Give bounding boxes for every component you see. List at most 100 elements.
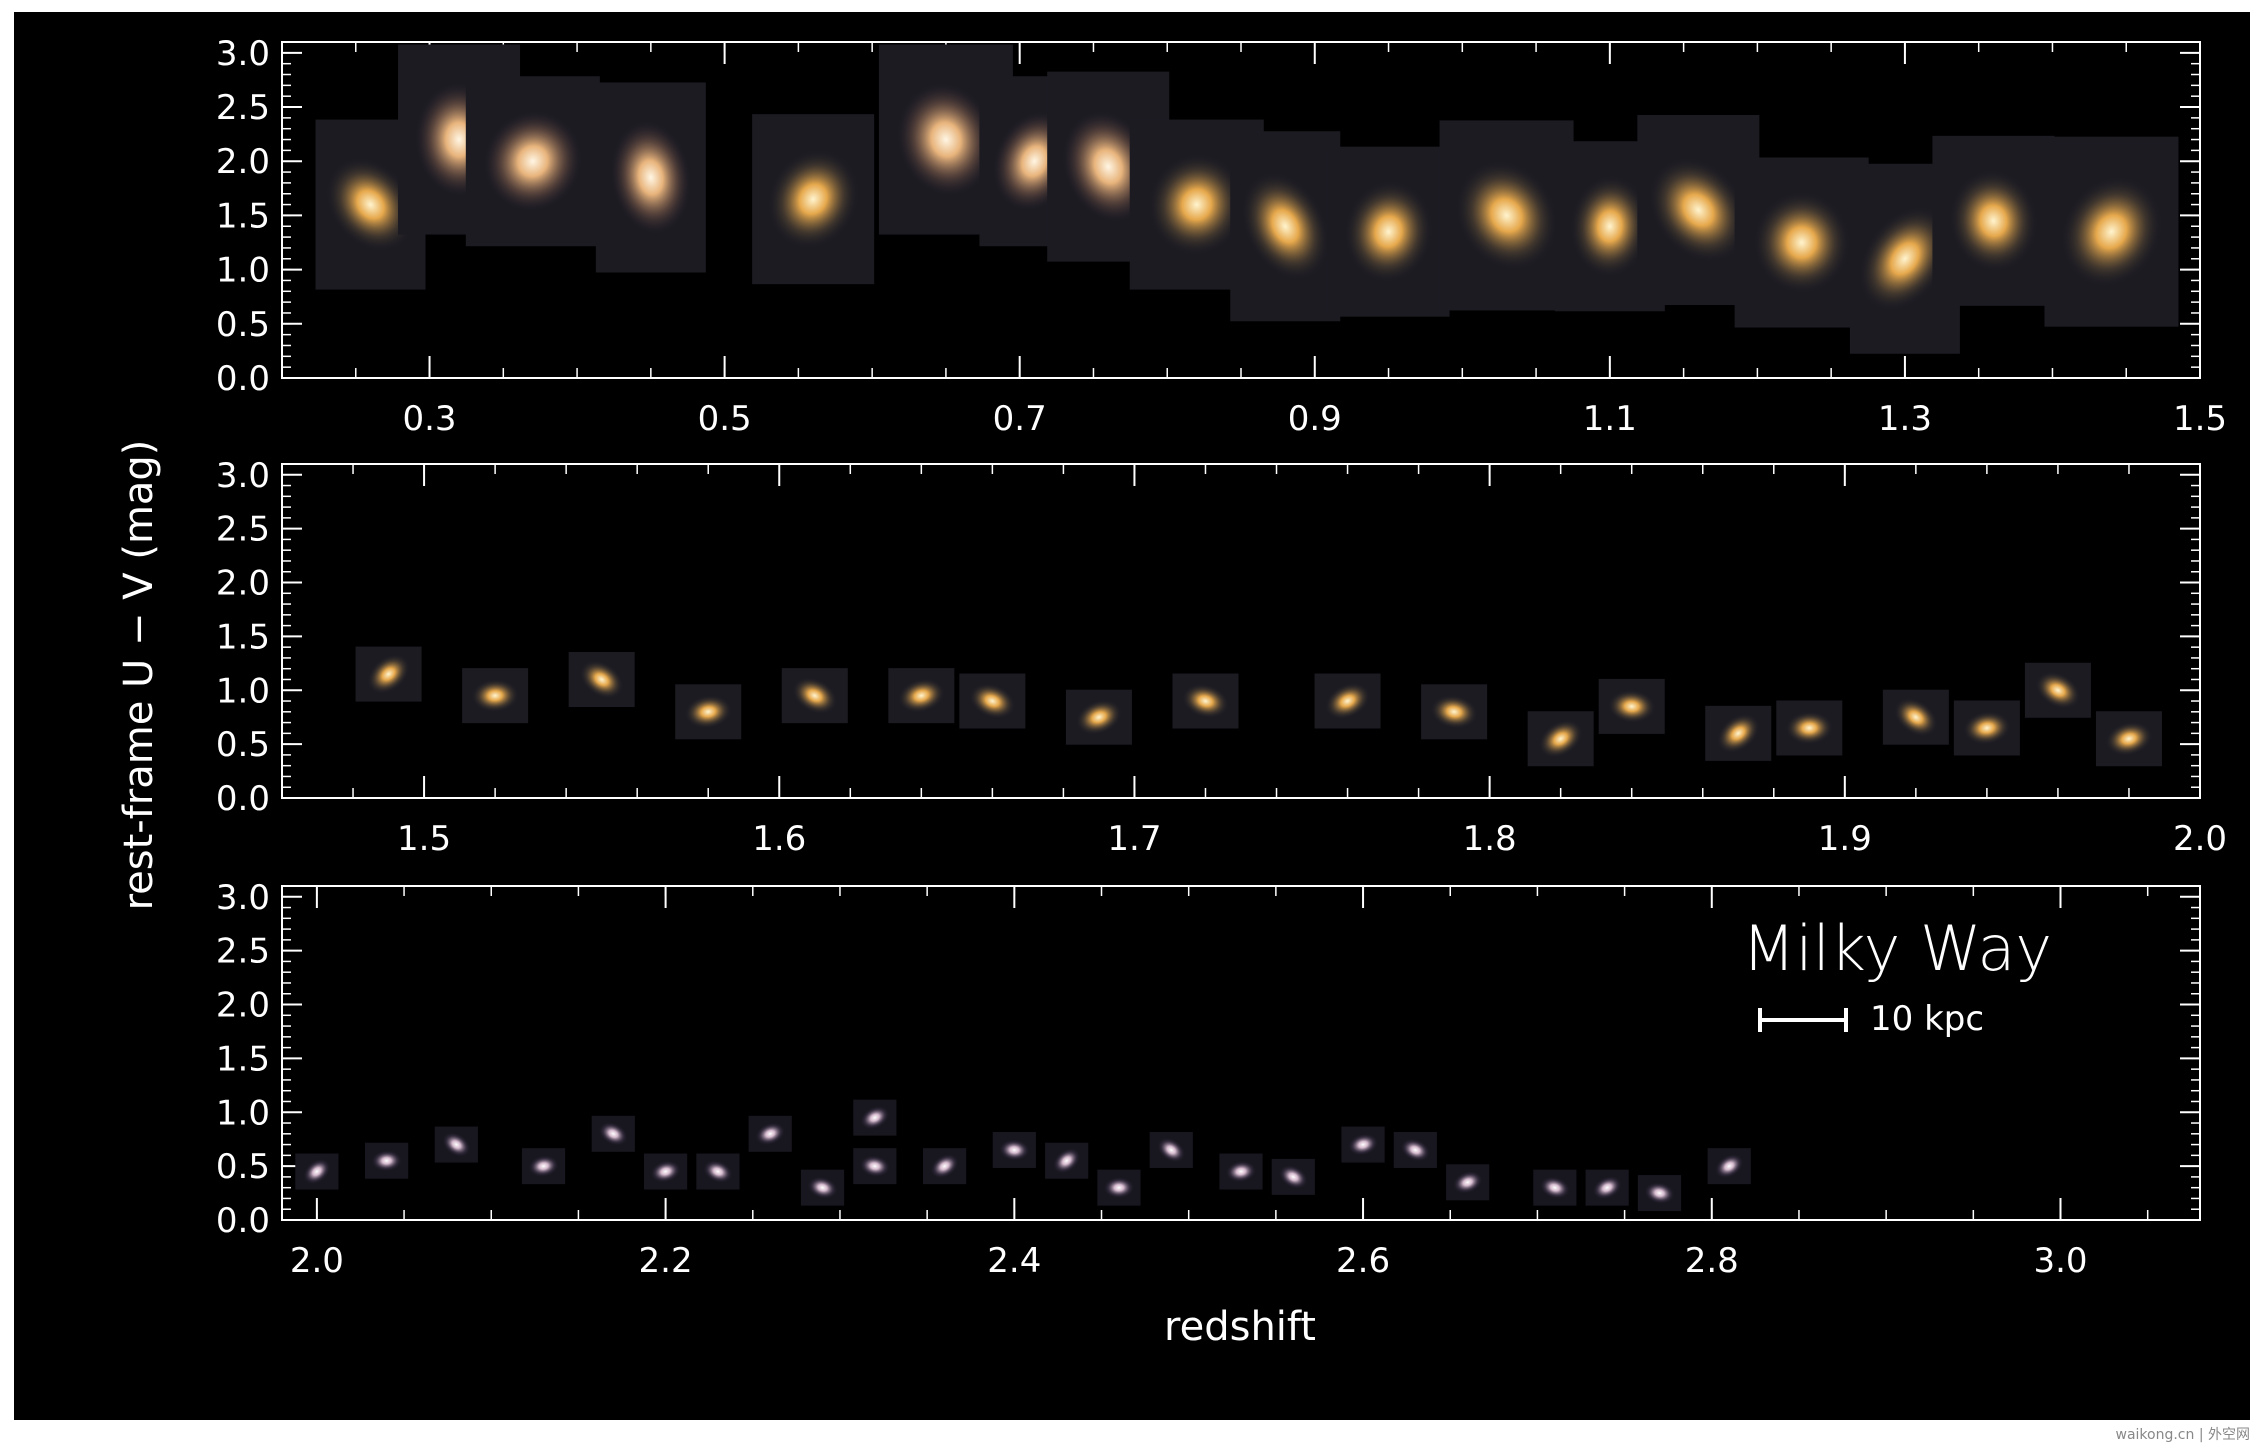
galaxy-glow <box>325 157 416 252</box>
galaxy-glow <box>2105 721 2153 756</box>
galaxy-point <box>1953 700 2020 756</box>
galaxy-point <box>1849 163 1960 354</box>
galaxy-glow <box>598 1121 628 1146</box>
galaxy-glow <box>1539 1176 1571 1199</box>
y-tick-label: 2.5 <box>216 932 270 972</box>
galaxy-glow <box>1753 191 1850 294</box>
galaxy-glow <box>1648 157 1748 263</box>
galaxy-point <box>1637 1175 1682 1212</box>
galaxy-point <box>853 1148 897 1185</box>
galaxy-point <box>748 1115 792 1152</box>
galaxy-glow <box>897 678 945 713</box>
y-tick-label: 0.0 <box>216 359 270 399</box>
galaxy-glow <box>483 111 582 212</box>
galaxy-point <box>1271 1158 1315 1195</box>
y-tick-label: 3.0 <box>216 456 270 496</box>
panel-3: 0.0 0.5 1.0 1.5 2.0 2.5 3.0 2.0 2.2 2.4 2.6 2.8 3.0 <box>216 878 2201 1281</box>
milky-way-title: Milky Way <box>1742 912 2052 985</box>
galaxy-glow <box>1570 175 1650 278</box>
galaxy-glow <box>1785 711 1834 745</box>
galaxy-glow <box>1714 1153 1744 1179</box>
galaxy-glow <box>792 677 838 714</box>
y-tick-label: 1.5 <box>216 617 270 657</box>
galaxy-point <box>595 82 706 273</box>
galaxy-glow <box>859 1155 891 1178</box>
galaxy-point <box>1707 1148 1751 1185</box>
y-tick-label: 3.0 <box>216 34 270 74</box>
galaxy-glow <box>1963 711 2011 745</box>
galaxy-glow <box>442 1132 471 1158</box>
galaxy-point <box>2044 136 2179 327</box>
galaxy-point <box>462 668 529 724</box>
galaxy-point <box>1341 1126 1385 1163</box>
galaxy-glow <box>684 695 732 729</box>
galaxy-glow <box>807 1176 838 1199</box>
x-tick-label: 1.6 <box>752 819 806 859</box>
y-tick-label: 1.0 <box>216 1093 270 1133</box>
x-axis-title: redshift <box>1164 1304 1316 1350</box>
galaxy-glow <box>1241 172 1330 281</box>
galaxy-point <box>1230 131 1341 322</box>
watermark: waikong.cn | 外空网 <box>2115 1427 2251 1443</box>
galaxy-point <box>752 114 875 285</box>
galaxy-point <box>1045 1142 1089 1179</box>
galaxy-point <box>295 1153 339 1190</box>
y-tick-label: 2.0 <box>216 986 270 1026</box>
x-tick-label: 1.1 <box>1583 399 1637 439</box>
panels: 0.0 0.5 1.0 1.5 2.0 2.5 3.0 0.3 0.5 0.7 0.9 1.1 1.3 1… <box>216 34 2227 1281</box>
galaxy-point <box>434 1126 478 1163</box>
y-axis-title: rest-frame U − V (mag) <box>116 440 162 911</box>
x-tick-label: 0.3 <box>402 399 456 439</box>
y-tick-label: 2.0 <box>216 142 270 182</box>
galaxy-glow <box>1607 689 1656 723</box>
scale-bar <box>1758 1008 1848 1032</box>
x-tick-label: 0.5 <box>698 399 752 439</box>
galaxy-glow <box>1103 1176 1135 1199</box>
galaxy-point <box>1527 711 1594 767</box>
galaxy-glow <box>897 83 995 197</box>
galaxy-glow <box>367 654 410 694</box>
panel-2: 0.0 0.5 1.0 1.5 2.0 2.5 3.0 1.5 1.6 1.7 1.8 1.9 2.0 <box>216 456 2227 859</box>
galaxy-glow <box>1452 1170 1483 1194</box>
galaxy-glow <box>303 1158 331 1185</box>
galaxy-glow <box>1075 699 1122 735</box>
galaxy-point <box>1533 1169 1577 1206</box>
y-tick-label: 2.0 <box>216 564 270 604</box>
galaxy-point <box>853 1099 897 1136</box>
x-tick-label: 0.9 <box>1288 399 1342 439</box>
galaxy-point <box>1314 673 1381 729</box>
galaxy-glow <box>1894 697 1938 737</box>
y-tick-label: 0.5 <box>216 725 270 765</box>
galaxy-glow <box>471 679 519 713</box>
galaxy-glow <box>1538 719 1583 758</box>
galaxy-glow <box>579 660 624 699</box>
galaxy-glow <box>2061 176 2162 287</box>
galaxy-point <box>1882 689 1949 745</box>
galaxy-point <box>1598 678 1665 734</box>
galaxy-glow <box>1344 180 1433 283</box>
y-tick-label: 2.5 <box>216 88 270 128</box>
galaxy-glow <box>767 149 859 249</box>
galaxy-point <box>644 1153 688 1190</box>
galaxy-glow <box>1052 1147 1081 1174</box>
scale-bar-label: 10 kpc <box>1870 999 1984 1039</box>
x-tick-label: 1.5 <box>397 819 451 859</box>
galaxy-glow <box>371 1149 403 1172</box>
galaxy-point <box>521 1148 566 1185</box>
galaxy-point <box>1393 1131 1437 1168</box>
galaxy-glow <box>1858 206 1951 311</box>
galaxy-point <box>1097 1169 1141 1206</box>
panel-frame <box>281 463 2201 799</box>
y-tick-label: 1.5 <box>216 196 270 236</box>
galaxy-glow <box>1278 1164 1308 1189</box>
galaxy-point <box>1446 1164 1490 1201</box>
y-tick-label: 0.5 <box>216 1147 270 1187</box>
galaxy-glow <box>1182 683 1229 719</box>
galaxy-glow <box>1347 1133 1379 1156</box>
galaxy-point <box>888 668 955 724</box>
galaxy-glow <box>1157 1137 1186 1163</box>
galaxy-point <box>992 1131 1036 1168</box>
galaxy-point <box>1327 146 1450 317</box>
galaxy-point <box>1585 1169 1629 1206</box>
